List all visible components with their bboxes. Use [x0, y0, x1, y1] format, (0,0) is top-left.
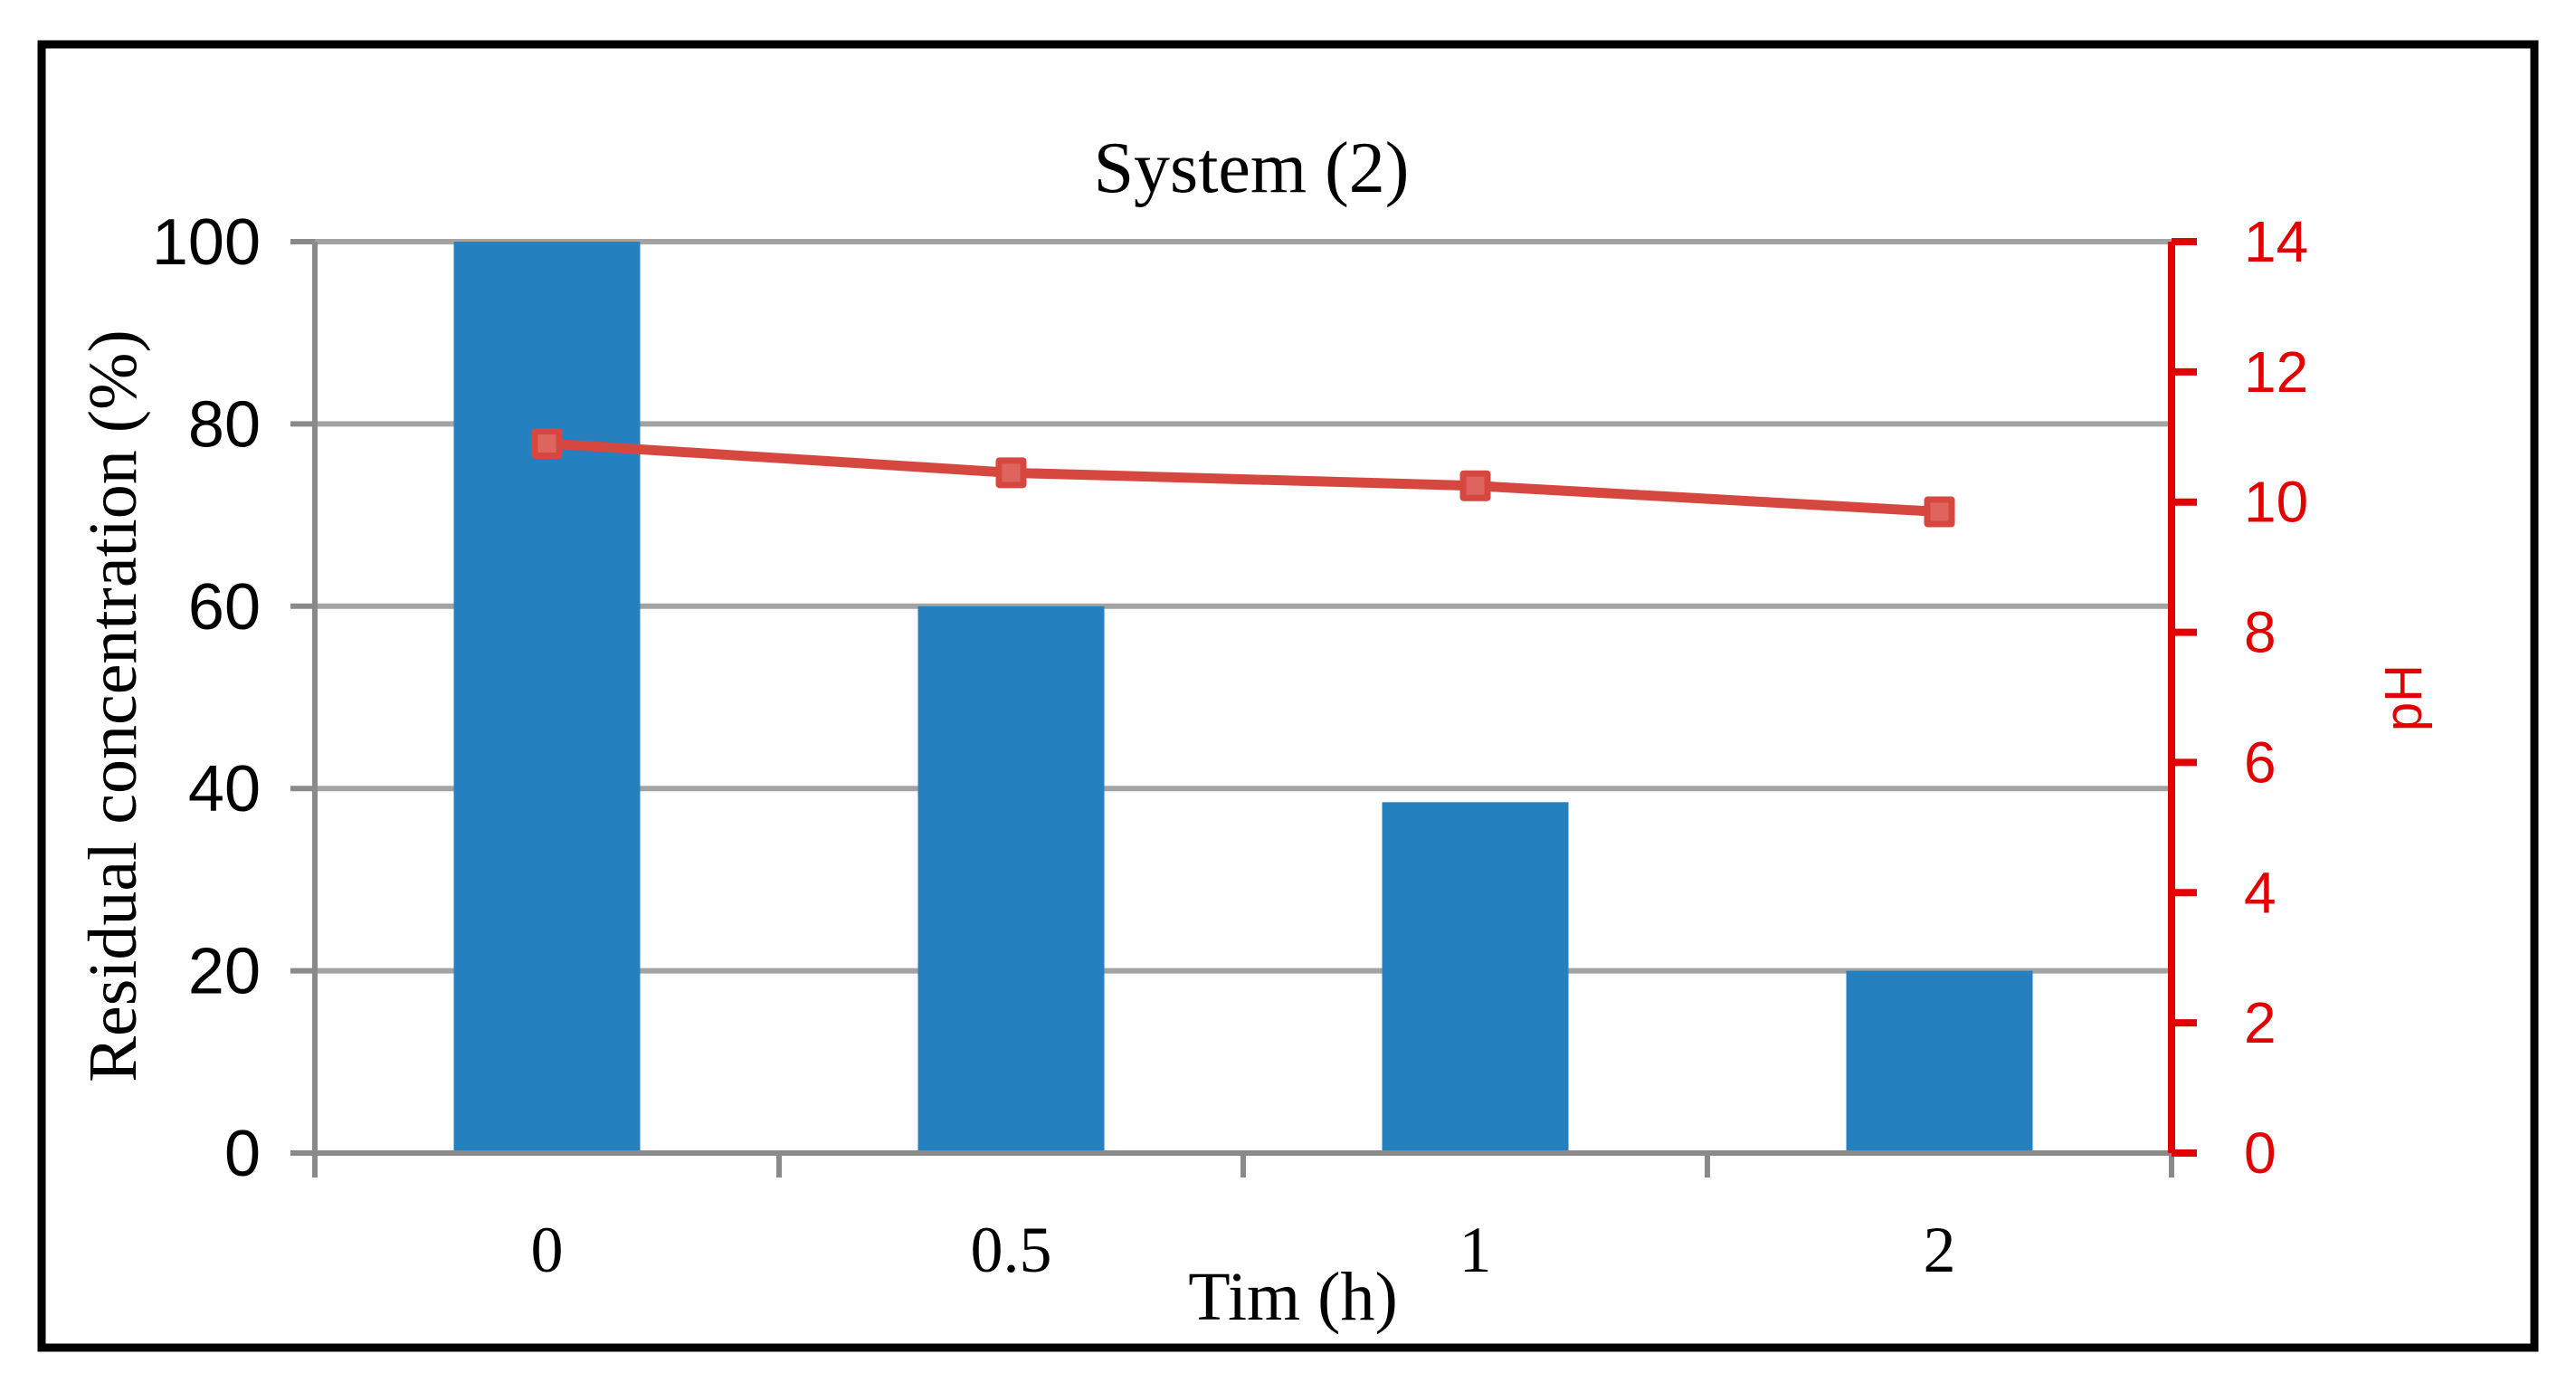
x-axis-tick-label: 0	[531, 1214, 564, 1286]
right-axis-tick-label: 12	[2244, 339, 2308, 405]
x-axis-tick-label: 1	[1459, 1214, 1492, 1286]
figure-border	[37, 40, 2539, 1352]
left-axis-tick-label: 80	[188, 388, 261, 461]
left-axis-tick-label: 100	[152, 206, 261, 279]
right-axis-tick-label: 14	[2244, 209, 2308, 274]
right-axis-tick-label: 6	[2244, 729, 2277, 795]
bar	[453, 242, 641, 1153]
right-axis-tick-label: 0	[2244, 1120, 2277, 1186]
right-axis-tick-label: 4	[2244, 860, 2277, 925]
right-axis-title: pH	[2374, 664, 2433, 731]
left-axis-title: Residual concentration (%)	[75, 329, 151, 1082]
axes-group	[290, 238, 2197, 1177]
bar-series-group	[453, 242, 2033, 1153]
bar	[1382, 802, 1569, 1153]
left-axis-tick-label: 0	[224, 1118, 261, 1190]
chart-title: System (2)	[1094, 129, 1410, 208]
x-axis-tick-label: 2	[1924, 1214, 1956, 1286]
ph-marker-highlight	[1002, 463, 1021, 482]
line-series-group	[531, 427, 1955, 528]
right-axis-tick-label: 8	[2244, 600, 2277, 665]
left-axis-tick-label: 20	[188, 936, 261, 1008]
bar	[917, 605, 1105, 1153]
bar	[1846, 970, 2033, 1153]
ph-line	[547, 438, 1940, 517]
ph-marker-highlight	[1930, 502, 1949, 521]
right-axis-tick-label: 2	[2244, 990, 2277, 1055]
ph-marker-highlight	[537, 434, 556, 453]
ph-marker-highlight	[1466, 476, 1485, 495]
right-axis-tick-label: 10	[2244, 470, 2308, 535]
x-axis-tick-label: 0.5	[971, 1214, 1052, 1286]
left-axis-tick-label: 40	[188, 753, 261, 825]
left-axis-tick-label: 60	[188, 571, 261, 644]
x-axis-title: Tim (h)	[1188, 1259, 1398, 1335]
